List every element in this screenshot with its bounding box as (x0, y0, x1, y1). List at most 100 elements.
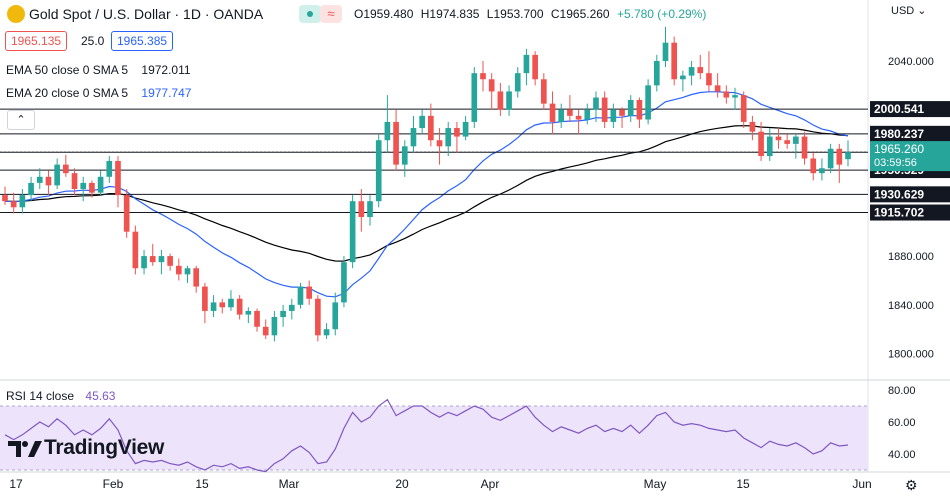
candle[interactable] (97, 170, 104, 196)
candle[interactable] (645, 79, 651, 125)
candle[interactable] (827, 143, 834, 174)
candle[interactable] (89, 180, 95, 198)
candle[interactable] (167, 253, 173, 271)
candle[interactable] (10, 192, 17, 214)
candle[interactable] (810, 152, 817, 181)
currency-label[interactable]: USD ⌄ (891, 4, 927, 17)
candle[interactable] (558, 103, 565, 129)
candle[interactable] (793, 134, 799, 159)
candle[interactable] (123, 189, 130, 238)
candle[interactable] (706, 51, 712, 92)
candle[interactable] (71, 168, 78, 196)
ema20-legend[interactable]: EMA 20 close 0 SMA 5 1977.747 (6, 86, 191, 100)
candle[interactable] (141, 249, 147, 275)
candle[interactable] (680, 70, 686, 92)
candle[interactable] (775, 128, 782, 149)
candle[interactable] (288, 298, 295, 320)
candle[interactable] (358, 189, 365, 232)
candle[interactable] (193, 265, 200, 293)
candle[interactable] (784, 134, 790, 149)
candle[interactable] (245, 307, 252, 324)
candle[interactable] (523, 48, 530, 86)
candle[interactable] (45, 170, 52, 196)
buy-button[interactable]: 1965.385 (111, 31, 174, 51)
candle[interactable] (384, 95, 391, 153)
candle[interactable] (462, 115, 469, 141)
candle[interactable] (541, 73, 547, 110)
candle[interactable] (158, 249, 165, 275)
candle[interactable] (175, 258, 182, 281)
candle[interactable] (428, 103, 434, 147)
candle[interactable] (210, 295, 217, 318)
level-label[interactable]: 1930.629 (870, 186, 950, 203)
level-label[interactable]: 2000.541 (870, 101, 950, 118)
candle[interactable] (532, 51, 538, 86)
candle[interactable] (688, 60, 695, 86)
ema50-legend[interactable]: EMA 50 close 0 SMA 5 1972.011 (6, 63, 191, 77)
candle[interactable] (63, 154, 69, 177)
candle[interactable] (36, 168, 43, 189)
market-status-icon[interactable] (299, 5, 321, 23)
candle[interactable] (714, 73, 721, 98)
candle[interactable] (584, 103, 591, 125)
candle[interactable] (219, 298, 226, 314)
candle[interactable] (575, 109, 582, 135)
candle[interactable] (697, 54, 704, 80)
candle[interactable] (454, 121, 460, 153)
candle[interactable] (758, 121, 764, 161)
candle[interactable] (593, 91, 599, 122)
candle[interactable] (306, 280, 312, 305)
candle[interactable] (601, 91, 608, 129)
candle[interactable] (54, 158, 60, 189)
candle[interactable] (619, 107, 625, 129)
candle[interactable] (297, 282, 304, 309)
candle[interactable] (549, 91, 556, 135)
candle[interactable] (610, 103, 617, 129)
candle[interactable] (80, 176, 87, 202)
candle[interactable] (202, 282, 208, 324)
candle[interactable] (488, 73, 495, 110)
candle[interactable] (471, 67, 478, 129)
candle[interactable] (723, 85, 730, 104)
candle[interactable] (410, 115, 417, 153)
candle[interactable] (393, 109, 399, 171)
sell-button[interactable]: 1965.135 (5, 31, 68, 51)
symbol-title[interactable]: Gold Spot / U.S. Dollar · 1D · OANDA (29, 6, 264, 22)
candle[interactable] (367, 195, 373, 226)
delayed-data-icon[interactable]: ≈ (320, 5, 342, 23)
candle[interactable] (506, 85, 512, 116)
candle[interactable] (749, 115, 756, 141)
candle[interactable] (801, 131, 808, 165)
candle[interactable] (514, 67, 521, 98)
rsi-legend[interactable]: RSI 14 close 45.63 (6, 389, 115, 403)
candle[interactable] (236, 295, 243, 320)
candle[interactable] (445, 121, 452, 157)
candle[interactable] (740, 91, 747, 129)
candle[interactable] (662, 26, 669, 68)
candle[interactable] (228, 290, 234, 311)
settings-gear-icon[interactable]: ⚙ (905, 477, 918, 493)
rsi-line[interactable] (4, 398, 849, 473)
candle[interactable] (315, 295, 321, 342)
candle[interactable] (419, 109, 425, 135)
candle[interactable] (28, 176, 34, 202)
candle[interactable] (375, 134, 382, 208)
candle[interactable] (671, 36, 678, 86)
candle[interactable] (341, 256, 347, 308)
candle[interactable] (271, 310, 278, 342)
candle[interactable] (149, 243, 156, 266)
candle[interactable] (766, 128, 773, 161)
ema20-line[interactable] (4, 91, 849, 298)
candle[interactable] (636, 97, 643, 129)
candle[interactable] (2, 186, 8, 205)
candle[interactable] (332, 292, 339, 336)
candle[interactable] (254, 308, 260, 332)
level-label[interactable]: 1980.237 (870, 125, 950, 142)
candle[interactable] (836, 143, 843, 183)
candle[interactable] (497, 82, 504, 116)
candle[interactable] (184, 265, 191, 283)
candle[interactable] (653, 54, 660, 92)
candle[interactable] (280, 304, 286, 327)
candle[interactable] (106, 156, 113, 183)
